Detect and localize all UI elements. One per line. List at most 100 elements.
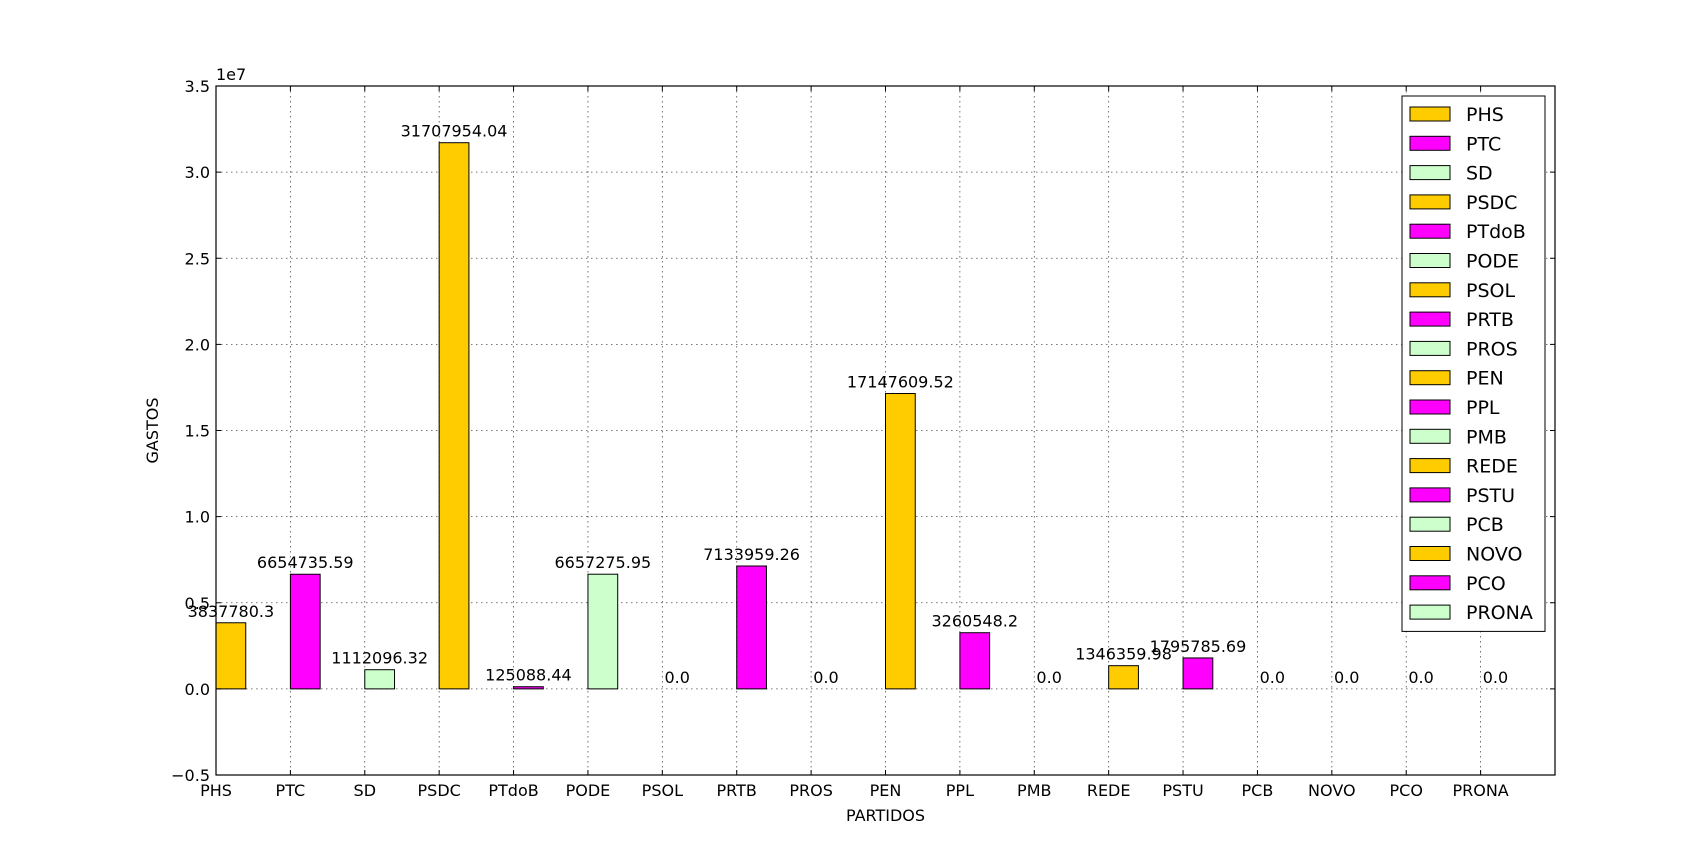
legend-label-pode: PODE (1466, 251, 1519, 273)
legend-swatch-ppl (1409, 399, 1451, 415)
legend-label-pstu: PSTU (1466, 485, 1515, 507)
x-tick-label: PODE (566, 781, 611, 800)
legend-swatch-pros (1409, 340, 1451, 356)
data-label-pmb: 0.0 (1036, 668, 1061, 687)
bar-pstu (1182, 657, 1214, 690)
data-label-ptdob: 125088.44 (485, 666, 572, 685)
legend-label-sd: SD (1466, 163, 1493, 185)
x-tick-label: PSDC (418, 781, 461, 800)
bar-ppl (959, 632, 991, 690)
legend-label-rede: REDE (1466, 456, 1518, 478)
data-label-phs: 3837780.3 (188, 602, 275, 621)
data-label-pcb: 0.0 (1260, 668, 1285, 687)
data-label-pco: 0.0 (1408, 668, 1433, 687)
x-tick-label: PRONA (1452, 781, 1508, 800)
data-label-sd: 1112096.32 (331, 649, 428, 668)
bar-pen (885, 393, 916, 690)
bar-pode (587, 573, 619, 690)
data-label-pros: 0.0 (813, 668, 838, 687)
x-tick-label: PEN (870, 781, 902, 800)
y-axis-label: GASTOS (143, 397, 162, 463)
x-tick-label: PCB (1242, 781, 1274, 800)
legend: PHS PTC SD PSDC PTdoB PODE PSOL PRTB PROS PEN PPL P… (1401, 95, 1546, 632)
x-tick-label: PSOL (642, 781, 683, 800)
legend-label-pen: PEN (1466, 368, 1504, 390)
data-label-ppl: 3260548.2 (932, 612, 1019, 631)
legend-label-pcb: PCB (1466, 514, 1504, 536)
data-label-psdc: 31707954.04 (401, 122, 508, 141)
y-tick-label: 1.5 (185, 422, 210, 441)
y-tick-label: −0.5 (171, 766, 210, 785)
x-tick-label: PROS (789, 781, 833, 800)
legend-swatch-prtb (1409, 311, 1451, 327)
x-tick-label: NOVO (1308, 781, 1356, 800)
bar-phs (215, 622, 247, 690)
legend-label-novo: NOVO (1466, 544, 1522, 566)
legend-swatch-ptdob (1409, 223, 1451, 239)
legend-swatch-ptc (1409, 135, 1451, 151)
y-axis-ticks: −0.5 0.0 0.5 1.0 1.5 2.0 2.5 3.0 3.5 (171, 77, 1555, 785)
legend-swatch-psdc (1409, 194, 1451, 210)
data-label-pstu: 1795785.69 (1150, 637, 1247, 656)
bar-sd (364, 669, 396, 690)
data-label-prtb: 7133959.26 (703, 545, 800, 564)
legend-swatch-prona (1409, 604, 1451, 620)
legend-label-ptc: PTC (1466, 133, 1501, 155)
legend-swatch-novo (1409, 546, 1451, 561)
y-axis-offset-label: 1e7 (216, 65, 246, 84)
data-label-pen: 17147609.52 (847, 373, 954, 392)
legend-frame (1401, 95, 1546, 632)
x-tick-label: PRTB (717, 781, 757, 800)
legend-label-ppl: PPL (1466, 397, 1500, 419)
legend-label-pco: PCO (1466, 573, 1506, 595)
x-tick-label: PTC (276, 781, 306, 800)
x-axis-label: PARTIDOS (846, 806, 925, 825)
y-tick-label: 3.0 (185, 163, 210, 182)
x-tick-label: PHS (200, 781, 232, 800)
data-label-psol: 0.0 (664, 668, 689, 687)
y-tick-label: 1.0 (185, 508, 210, 527)
y-tick-label: 0.0 (185, 680, 210, 699)
x-tick-label: PSTU (1162, 781, 1203, 800)
data-label-pode: 6657275.95 (554, 553, 651, 572)
bar-ptdob (513, 686, 544, 690)
legend-swatch-sd (1409, 165, 1451, 181)
data-label-rede: 1346359.98 (1075, 645, 1172, 664)
x-tick-label: REDE (1087, 781, 1131, 800)
grid-lines (216, 86, 1555, 775)
x-tick-label: PCO (1390, 781, 1423, 800)
legend-label-pros: PROS (1466, 338, 1518, 360)
x-tick-label: PMB (1017, 781, 1051, 800)
legend-swatch-pco (1409, 575, 1451, 591)
legend-swatch-pen (1409, 370, 1451, 386)
legend-swatch-pmb (1409, 428, 1451, 444)
legend-swatch-pode (1409, 253, 1451, 268)
data-label-novo: 0.0 (1334, 668, 1359, 687)
legend-swatch-rede (1409, 458, 1451, 474)
legend-label-psol: PSOL (1466, 280, 1515, 302)
legend-label-ptdob: PTdoB (1466, 221, 1526, 243)
x-tick-label: PTdoB (488, 781, 538, 800)
legend-label-psdc: PSDC (1466, 192, 1517, 214)
bar-psdc (438, 142, 470, 690)
x-tick-label: PPL (946, 781, 974, 800)
y-tick-label: 2.5 (185, 249, 210, 268)
legend-label-phs: PHS (1466, 104, 1504, 126)
data-label-prona: 0.0 (1483, 668, 1508, 687)
bars (215, 142, 1214, 690)
legend-label-pmb: PMB (1466, 426, 1507, 448)
data-labels: 3837780.3 6654735.59 1112096.32 31707954.04… (188, 122, 1509, 687)
legend-swatch-pstu (1409, 487, 1451, 503)
x-tick-label: SD (354, 781, 376, 800)
legend-label-prtb: PRTB (1466, 309, 1514, 331)
x-axis-ticks: PHS PTC SD PSDC PTdoB PODE PSOL PRTB PROS PEN PPL P… (200, 86, 1509, 800)
legend-swatch-phs (1409, 106, 1451, 122)
y-tick-label: 3.5 (185, 77, 210, 96)
legend-swatch-psol (1409, 282, 1451, 298)
data-label-ptc: 6654735.59 (257, 553, 354, 572)
y-tick-label: 2.0 (185, 335, 210, 354)
legend-label-prona: PRONA (1466, 602, 1533, 624)
bar-prtb (736, 565, 767, 690)
bar-ptc (289, 573, 321, 690)
